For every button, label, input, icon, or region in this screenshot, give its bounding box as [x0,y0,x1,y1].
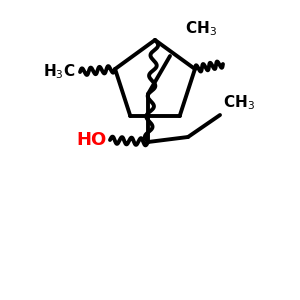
Text: H$_3$C: H$_3$C [43,63,75,81]
Text: HO: HO [77,131,107,149]
Text: CH$_3$: CH$_3$ [185,19,217,38]
Text: CH$_3$: CH$_3$ [223,93,255,112]
